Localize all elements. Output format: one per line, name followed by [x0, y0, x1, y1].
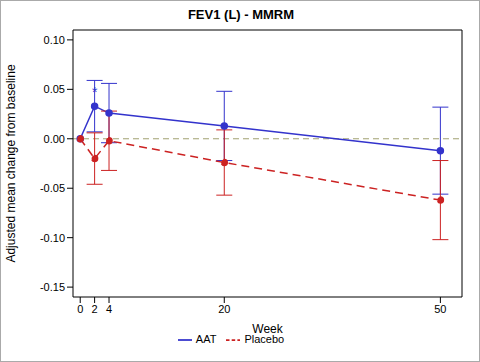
svg-text:20: 20	[218, 303, 230, 315]
svg-text:2: 2	[92, 303, 98, 315]
svg-text:0.00: 0.00	[44, 133, 65, 145]
html-text:Placebo: Placebo	[244, 333, 285, 345]
svg-text:0.10: 0.10	[44, 34, 65, 46]
html-text:FEV1 (L) - MMRM: FEV1 (L) - MMRM	[187, 7, 295, 22]
svg-text:-0.10: -0.10	[40, 232, 65, 244]
html-text:AAT: AAT	[195, 333, 217, 345]
svg-text:50: 50	[434, 303, 446, 315]
svg-text:Adjusted mean change from base: Adjusted mean change from baseline	[8, 64, 18, 262]
svg-text:Week: Week	[252, 322, 283, 336]
svg-text:-0.15: -0.15	[40, 281, 65, 293]
svg-text:4: 4	[106, 303, 112, 315]
svg-text:0: 0	[77, 303, 83, 315]
svg-text:-0.05: -0.05	[40, 182, 65, 194]
svg-text:0.05: 0.05	[44, 83, 65, 95]
svg-text:*: *	[92, 84, 98, 100]
